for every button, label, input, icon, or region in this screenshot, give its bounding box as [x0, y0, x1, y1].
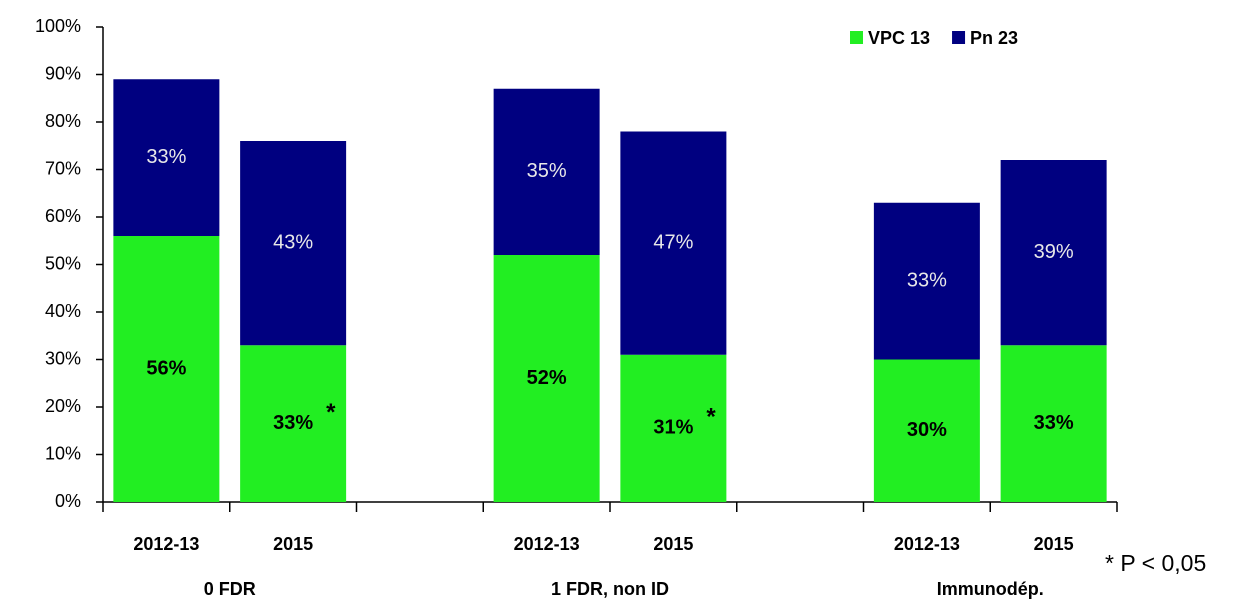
value-label: 56% — [146, 357, 186, 379]
x-tick-label: 2015 — [1034, 534, 1074, 554]
y-tick-label: 80% — [45, 111, 81, 131]
y-tick-label: 30% — [45, 348, 81, 368]
value-label: 35% — [527, 160, 567, 182]
y-tick-label: 100% — [35, 16, 81, 36]
bar-segment — [493, 255, 600, 502]
bar-segment — [1000, 345, 1107, 502]
significance-mark: * — [706, 404, 716, 431]
bar-segment — [240, 141, 347, 346]
x-tick-label: 2012-13 — [133, 534, 199, 554]
value-label: 47% — [653, 231, 693, 253]
footnote: * P < 0,05 — [1105, 550, 1206, 576]
legend-label: Pn 23 — [970, 28, 1018, 48]
bar-segment — [873, 359, 980, 502]
x-tick-label: 2015 — [653, 534, 693, 554]
bar-segment — [1000, 160, 1107, 346]
x-tick-label: 2015 — [273, 534, 313, 554]
group-label: 0 FDR — [204, 579, 256, 599]
x-tick-label: 2012-13 — [514, 534, 580, 554]
bar-segment — [113, 236, 220, 502]
y-tick-label: 50% — [45, 253, 81, 273]
bar-segment — [620, 131, 727, 355]
bar-segment — [620, 354, 727, 502]
value-label: 33% — [1034, 412, 1074, 434]
bar-segment — [240, 345, 347, 502]
value-label: 43% — [273, 231, 313, 253]
y-tick-label: 20% — [45, 396, 81, 416]
value-label: 52% — [527, 367, 567, 389]
value-label: 33% — [273, 412, 313, 434]
y-tick-label: 10% — [45, 443, 81, 463]
group-label: Immunodép. — [937, 579, 1044, 599]
bar-segment — [873, 202, 980, 360]
y-tick-label: 40% — [45, 301, 81, 321]
value-label: 31% — [653, 417, 693, 439]
bar-segment — [113, 79, 220, 236]
significance-mark: * — [326, 399, 336, 426]
legend-swatch — [850, 31, 863, 44]
value-label: 39% — [1034, 241, 1074, 263]
x-tick-label: 2012-13 — [894, 534, 960, 554]
value-label: 33% — [907, 269, 947, 291]
value-label: 33% — [146, 146, 186, 168]
bar-segment — [493, 88, 600, 255]
y-tick-label: 70% — [45, 158, 81, 178]
y-tick-label: 90% — [45, 63, 81, 83]
legend-label: VPC 13 — [868, 28, 930, 48]
value-label: 30% — [907, 419, 947, 441]
group-label: 1 FDR, non ID — [551, 579, 669, 599]
y-tick-label: 60% — [45, 206, 81, 226]
y-tick-label: 0% — [55, 491, 81, 511]
legend-swatch — [952, 31, 966, 44]
